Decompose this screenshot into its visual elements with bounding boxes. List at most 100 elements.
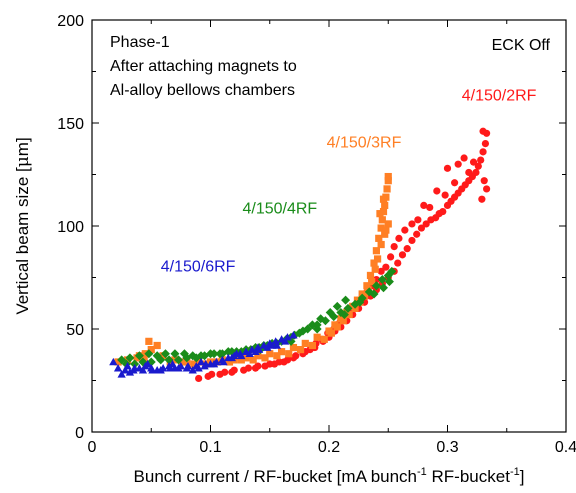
- data-point: [332, 301, 342, 311]
- data-point: [345, 310, 353, 319]
- data-point: [382, 226, 390, 234]
- series-label-4-150-2RF: 4/150/2RF: [462, 87, 537, 104]
- x-axis-label-sup2: -1: [510, 466, 520, 478]
- data-point: [209, 359, 219, 368]
- data-point: [195, 358, 203, 366]
- data-point: [148, 366, 157, 374]
- data-point: [261, 354, 269, 362]
- data-point: [417, 224, 426, 232]
- data-point: [183, 361, 193, 370]
- data-point: [263, 343, 272, 351]
- data-point: [270, 360, 279, 368]
- data-point: [125, 353, 135, 363]
- data-point: [251, 364, 260, 372]
- data-point: [217, 349, 227, 359]
- data-point: [408, 220, 416, 228]
- data-point: [395, 234, 403, 242]
- data-point: [114, 358, 122, 366]
- data-point: [383, 185, 391, 193]
- data-point: [312, 324, 322, 334]
- data-point: [281, 337, 290, 345]
- data-point: [308, 341, 317, 350]
- data-point: [369, 289, 379, 299]
- data-point: [190, 360, 198, 368]
- data-point: [219, 357, 228, 366]
- data-point: [387, 253, 395, 261]
- data-point: [313, 333, 321, 341]
- data-points: [109, 127, 491, 383]
- data-point: [227, 353, 236, 362]
- data-point: [261, 362, 269, 370]
- data-point: [153, 341, 161, 350]
- data-point: [121, 366, 130, 374]
- data-point: [433, 187, 441, 195]
- data-point: [372, 247, 380, 255]
- data-point: [381, 230, 389, 238]
- data-point: [289, 343, 298, 352]
- x-tick-label: 0.3: [436, 439, 458, 456]
- data-point: [341, 295, 351, 305]
- data-point: [377, 240, 385, 249]
- x-axis-label-sup1: -1: [417, 466, 427, 478]
- data-point: [285, 350, 293, 358]
- data-point: [156, 355, 166, 365]
- data-point: [343, 303, 353, 313]
- data-point: [479, 127, 487, 135]
- data-point: [408, 236, 416, 245]
- data-point: [387, 266, 397, 276]
- data-point: [182, 353, 192, 363]
- data-point: [394, 259, 402, 267]
- data-point: [130, 364, 139, 372]
- data-point: [472, 168, 480, 177]
- x-tick-label: 0.1: [199, 439, 221, 456]
- series-label-4-150-4RF: 4/150/4RF: [242, 201, 317, 218]
- data-point: [209, 349, 219, 359]
- data-point: [145, 337, 153, 345]
- data-point: [451, 179, 459, 187]
- y-axis-label-post: m]: [13, 137, 32, 156]
- data-point: [443, 164, 452, 172]
- data-point: [381, 201, 389, 209]
- y-axis-ticks: 0 50 100 150 200: [57, 13, 566, 442]
- series-4-150-6RF: [109, 331, 298, 378]
- data-point: [339, 317, 347, 325]
- data-point: [325, 308, 335, 318]
- data-point: [333, 323, 341, 331]
- data-point: [140, 354, 148, 362]
- data-point: [196, 357, 206, 366]
- data-point: [225, 358, 234, 366]
- data-point: [441, 191, 449, 199]
- x-tick-label: 0.4: [555, 439, 576, 456]
- x-axis-label-main: Bunch current / RF-bucket [mA bunch: [134, 467, 417, 486]
- data-point: [422, 220, 430, 228]
- data-point: [191, 353, 201, 363]
- data-point: [195, 374, 203, 383]
- data-point: [245, 349, 254, 358]
- data-point: [251, 347, 260, 355]
- x-tick-label: 0.2: [318, 439, 340, 456]
- data-point: [401, 226, 409, 234]
- y-tick-label: 0: [75, 425, 84, 442]
- series-4-150-4RF: [117, 266, 397, 369]
- data-point: [398, 251, 407, 259]
- data-point: [237, 356, 245, 364]
- data-point: [420, 201, 428, 209]
- series-4-150-2RF: [195, 127, 491, 383]
- data-point: [426, 203, 434, 212]
- data-point: [477, 156, 485, 164]
- data-point: [280, 358, 288, 366]
- data-point: [242, 354, 250, 362]
- data-point: [480, 177, 488, 185]
- data-point: [134, 351, 144, 361]
- data-point: [413, 230, 421, 238]
- data-point: [376, 210, 384, 218]
- data-point: [164, 355, 174, 365]
- data-point: [125, 368, 135, 376]
- data-point: [143, 359, 152, 368]
- corner-note: ECK Off: [492, 37, 551, 54]
- data-point: [228, 368, 236, 376]
- data-point: [144, 349, 154, 359]
- x-tick-label: 0: [88, 439, 97, 456]
- data-point: [469, 158, 478, 166]
- data-point: [113, 364, 123, 372]
